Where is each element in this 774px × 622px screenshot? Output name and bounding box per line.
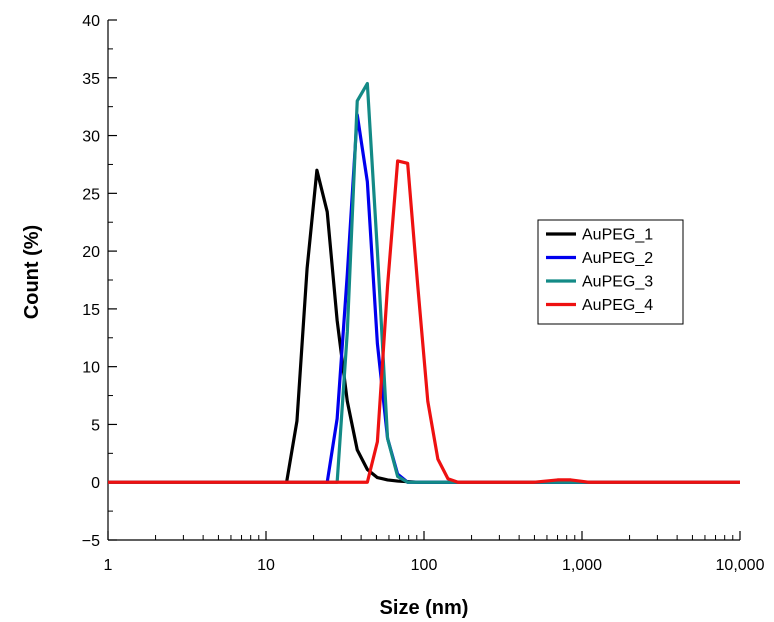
y-tick-label: 35: [82, 71, 100, 88]
y-tick-label: 0: [91, 475, 100, 492]
legend: AuPEG_1 AuPEG_2 AuPEG_3 AuPEG_4: [537, 219, 684, 325]
y-tick-label: 20: [82, 244, 100, 261]
series-line-AuPEG_4: [108, 159, 740, 484]
y-tick-label: 15: [82, 302, 100, 319]
y-tick-label: 10: [82, 360, 100, 377]
y-tick-label: 30: [82, 129, 100, 146]
legend-label: AuPEG_2: [582, 250, 653, 267]
y-tick-label: 25: [82, 186, 100, 203]
x-axis-title: Size (nm): [380, 597, 469, 619]
x-tick-label: 1: [104, 557, 113, 574]
legend-label: AuPEG_3: [582, 274, 653, 291]
series-line-AuPEG_3: [108, 81, 740, 484]
x-tick-label: 1,000: [562, 557, 602, 574]
y-tick-label: 5: [91, 417, 100, 434]
series-layer: [108, 81, 740, 484]
x-tick-label: 10: [257, 557, 275, 574]
y-tick-label: −5: [82, 533, 100, 550]
legend-label: AuPEG_4: [582, 297, 653, 314]
y-tick-label: 40: [82, 13, 100, 30]
y-axis-title: Count (%): [21, 225, 43, 319]
legend-box: [537, 219, 684, 325]
axes: −5 0 5 10 15 20 25 30 35 40 1 10 100 1,000 10,000: [82, 13, 765, 574]
x-tick-label: 100: [411, 557, 438, 574]
legend-label: AuPEG_1: [582, 227, 653, 244]
x-tick-label: 10,000: [716, 557, 765, 574]
series-line-AuPEG_1: [108, 168, 740, 484]
